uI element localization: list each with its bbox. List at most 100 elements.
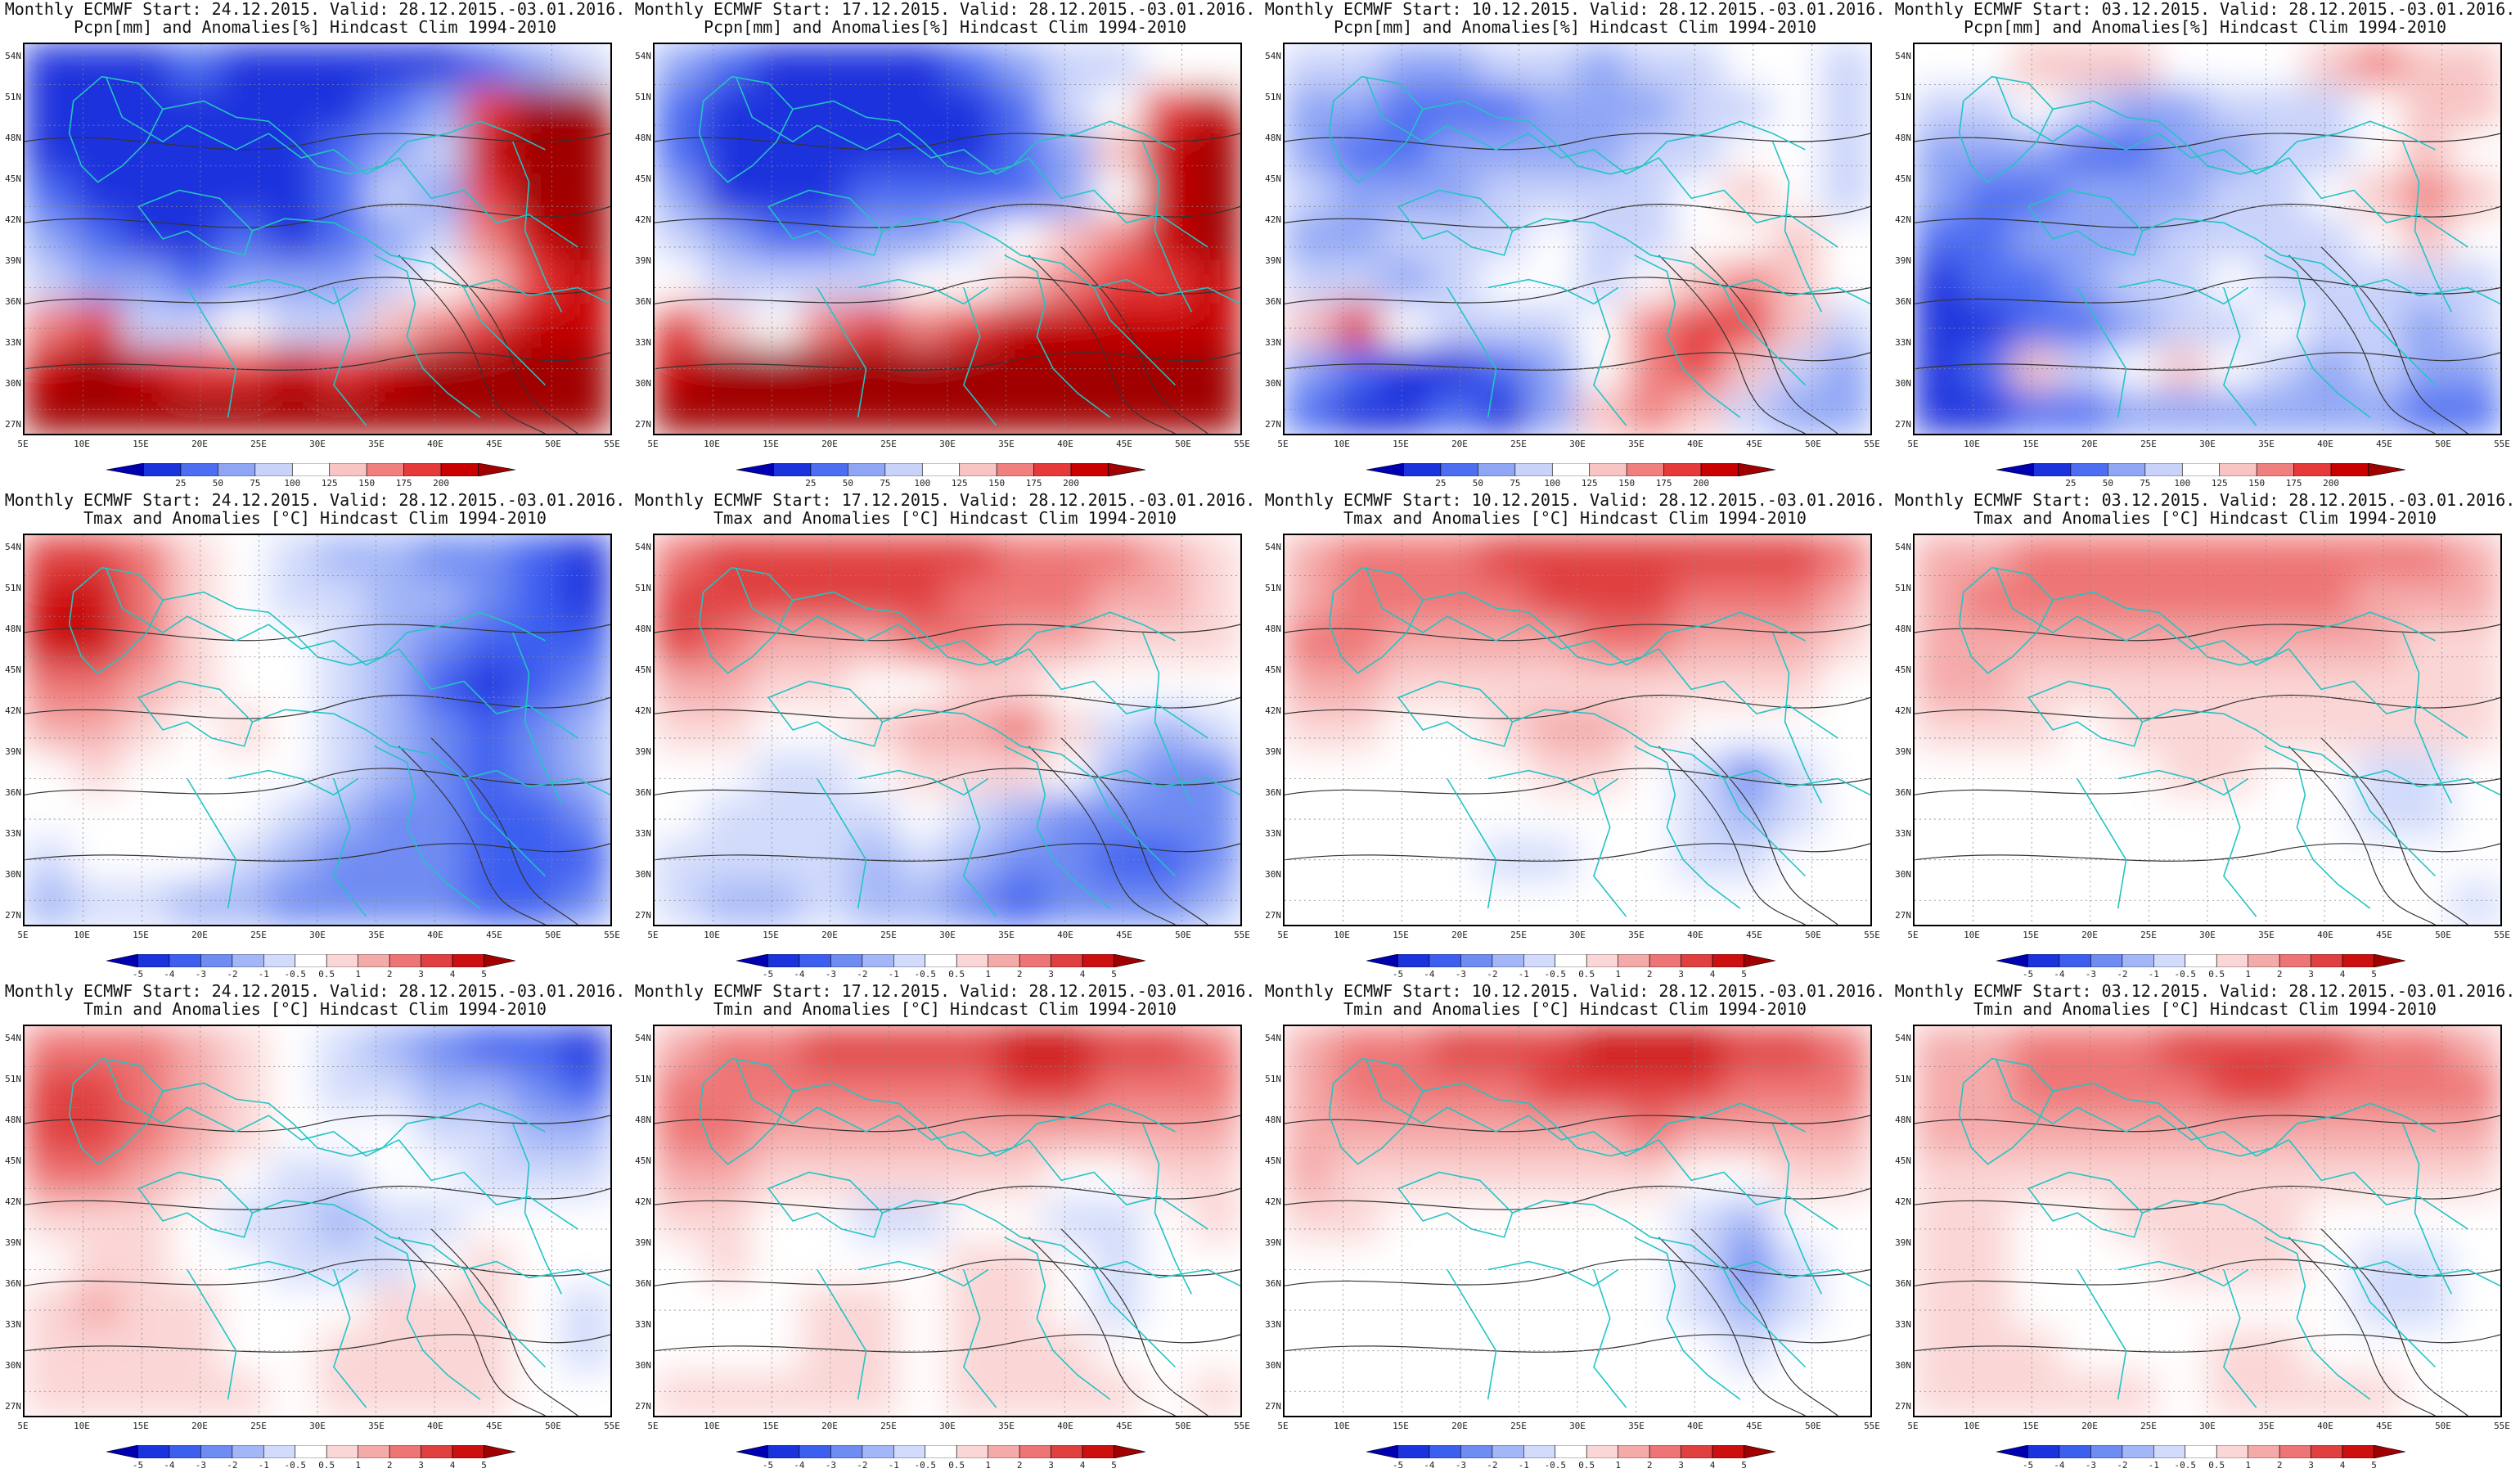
coastline [2027,189,2144,256]
anomaly-cell [2304,1069,2355,1114]
anomaly-cell [268,1372,318,1416]
anomaly-cell [2304,44,2355,88]
anomaly-cell [898,259,948,304]
anomaly-cell [512,578,562,623]
anomaly-cell [1285,535,1334,579]
panel-title-line2: Pcpn[mm] and Anomalies[%] Hindcast Clim … [703,17,1186,37]
anomaly-cell [1820,1069,1870,1114]
anomaly-cell [268,390,318,434]
anomaly-cell [1381,837,1432,882]
anomaly-cell [2450,1155,2500,1200]
latitude-label: 45N [5,664,21,675]
anomaly-cell [1142,87,1192,132]
anomaly-cell [268,750,318,795]
anomaly-cell [25,794,74,839]
colorbar-label: -2 [1487,969,1498,980]
anomaly-cell [2450,390,2500,434]
colorbar-label: -3 [825,969,836,980]
anomaly-map [23,43,612,435]
latitude-label: 45N [1895,664,1911,675]
colorbar-swatch [2059,1445,2091,1458]
anomaly-cell [1044,303,1095,348]
anomaly-cell [2256,1112,2306,1157]
anomaly-cell [1577,1199,1627,1243]
map-panel: Monthly ECMWF Start: 24.12.2015. Valid: … [0,982,630,1473]
anomaly-cell [2158,1372,2208,1416]
anomaly-cell [1093,1241,1144,1286]
colorbar-label: 3 [1678,1460,1684,1471]
anomaly-cell [2402,1199,2452,1243]
latitude-label: 33N [5,1319,21,1330]
colorbar-label: -2 [857,1460,868,1471]
coastline [857,278,989,305]
anomaly-cell [1285,750,1334,795]
anomaly-cell [2060,1069,2111,1114]
coastline [187,287,237,418]
anomaly-cell [366,390,416,434]
coastline [162,100,546,175]
anomaly-cell [25,578,74,623]
colorbar-label: 5 [2371,1460,2377,1471]
colorbar-label: 2 [1016,969,1023,980]
contour-line [2320,246,2468,434]
colorbar-label: -4 [2054,1460,2065,1471]
anomaly-cell [1674,1285,1725,1330]
anomaly-cell [560,1372,610,1416]
anomaly-cell [2256,130,2306,175]
anomaly-cell [1528,1069,1578,1114]
anomaly-cell [800,578,851,623]
anomaly-cell [268,664,318,709]
anomaly-cell [463,1155,514,1200]
longitude-label: 20E [821,930,838,940]
anomaly-cell [849,303,899,348]
colorbar-label: 200 [1693,478,1710,489]
anomaly-cell [947,1241,997,1286]
anomaly-cell [560,664,610,709]
latitude-label: 45N [1265,664,1281,675]
anomaly-cell [2109,1069,2159,1114]
panel-title-line2: Pcpn[mm] and Anomalies[%] Hindcast Clim … [1963,17,2446,37]
anomaly-cell [560,1285,610,1330]
anomaly-cell [1772,1026,1822,1070]
anomaly-cell [1577,881,1627,925]
longitude-label: 45E [1116,439,1132,449]
anomaly-cell [366,578,416,623]
anomaly-cell [1723,390,1774,434]
longitude-label: 55E [2494,930,2510,940]
anomaly-cell [2158,708,2208,752]
colorbar-label: -2 [2117,1460,2128,1471]
anomaly-cell [1333,390,1383,434]
anomaly-map [653,1025,1242,1417]
latitude-label: 30N [635,378,651,389]
colorbar-label: -5 [132,1460,144,1471]
anomaly-cell [996,750,1046,795]
colorbar-label: -1 [888,1460,899,1471]
longitude-label: 25E [250,1421,267,1431]
anomaly-cell [703,44,753,88]
anomaly-cell [1285,881,1334,925]
colorbar-swatch [799,1445,831,1458]
anomaly-cell [898,794,948,839]
anomaly-cell [996,173,1046,218]
colorbar-swatch [810,463,848,476]
anomaly-cell [414,1155,465,1200]
anomaly-cell [1915,87,1964,132]
colorbar-label: 150 [2248,478,2266,489]
latitude-label: 30N [635,1360,651,1371]
anomaly-cell [2402,390,2452,434]
longitude-label: 40E [1687,1421,1703,1431]
anomaly-cell [751,837,802,882]
anomaly-cell [2402,708,2452,752]
anomaly-cell [268,708,318,752]
anomaly-cell [1142,535,1192,579]
anomaly-cell [2060,303,2111,348]
latitude-label: 30N [635,869,651,880]
coastline [2401,1123,2453,1295]
latitude-label: 39N [1895,1237,1911,1248]
anomaly-cell [2353,259,2404,304]
anomaly-cell [1479,750,1529,795]
anomaly-cell [751,621,802,666]
latitude-label: 36N [5,1278,21,1289]
colorbar-label: 1 [355,969,361,980]
